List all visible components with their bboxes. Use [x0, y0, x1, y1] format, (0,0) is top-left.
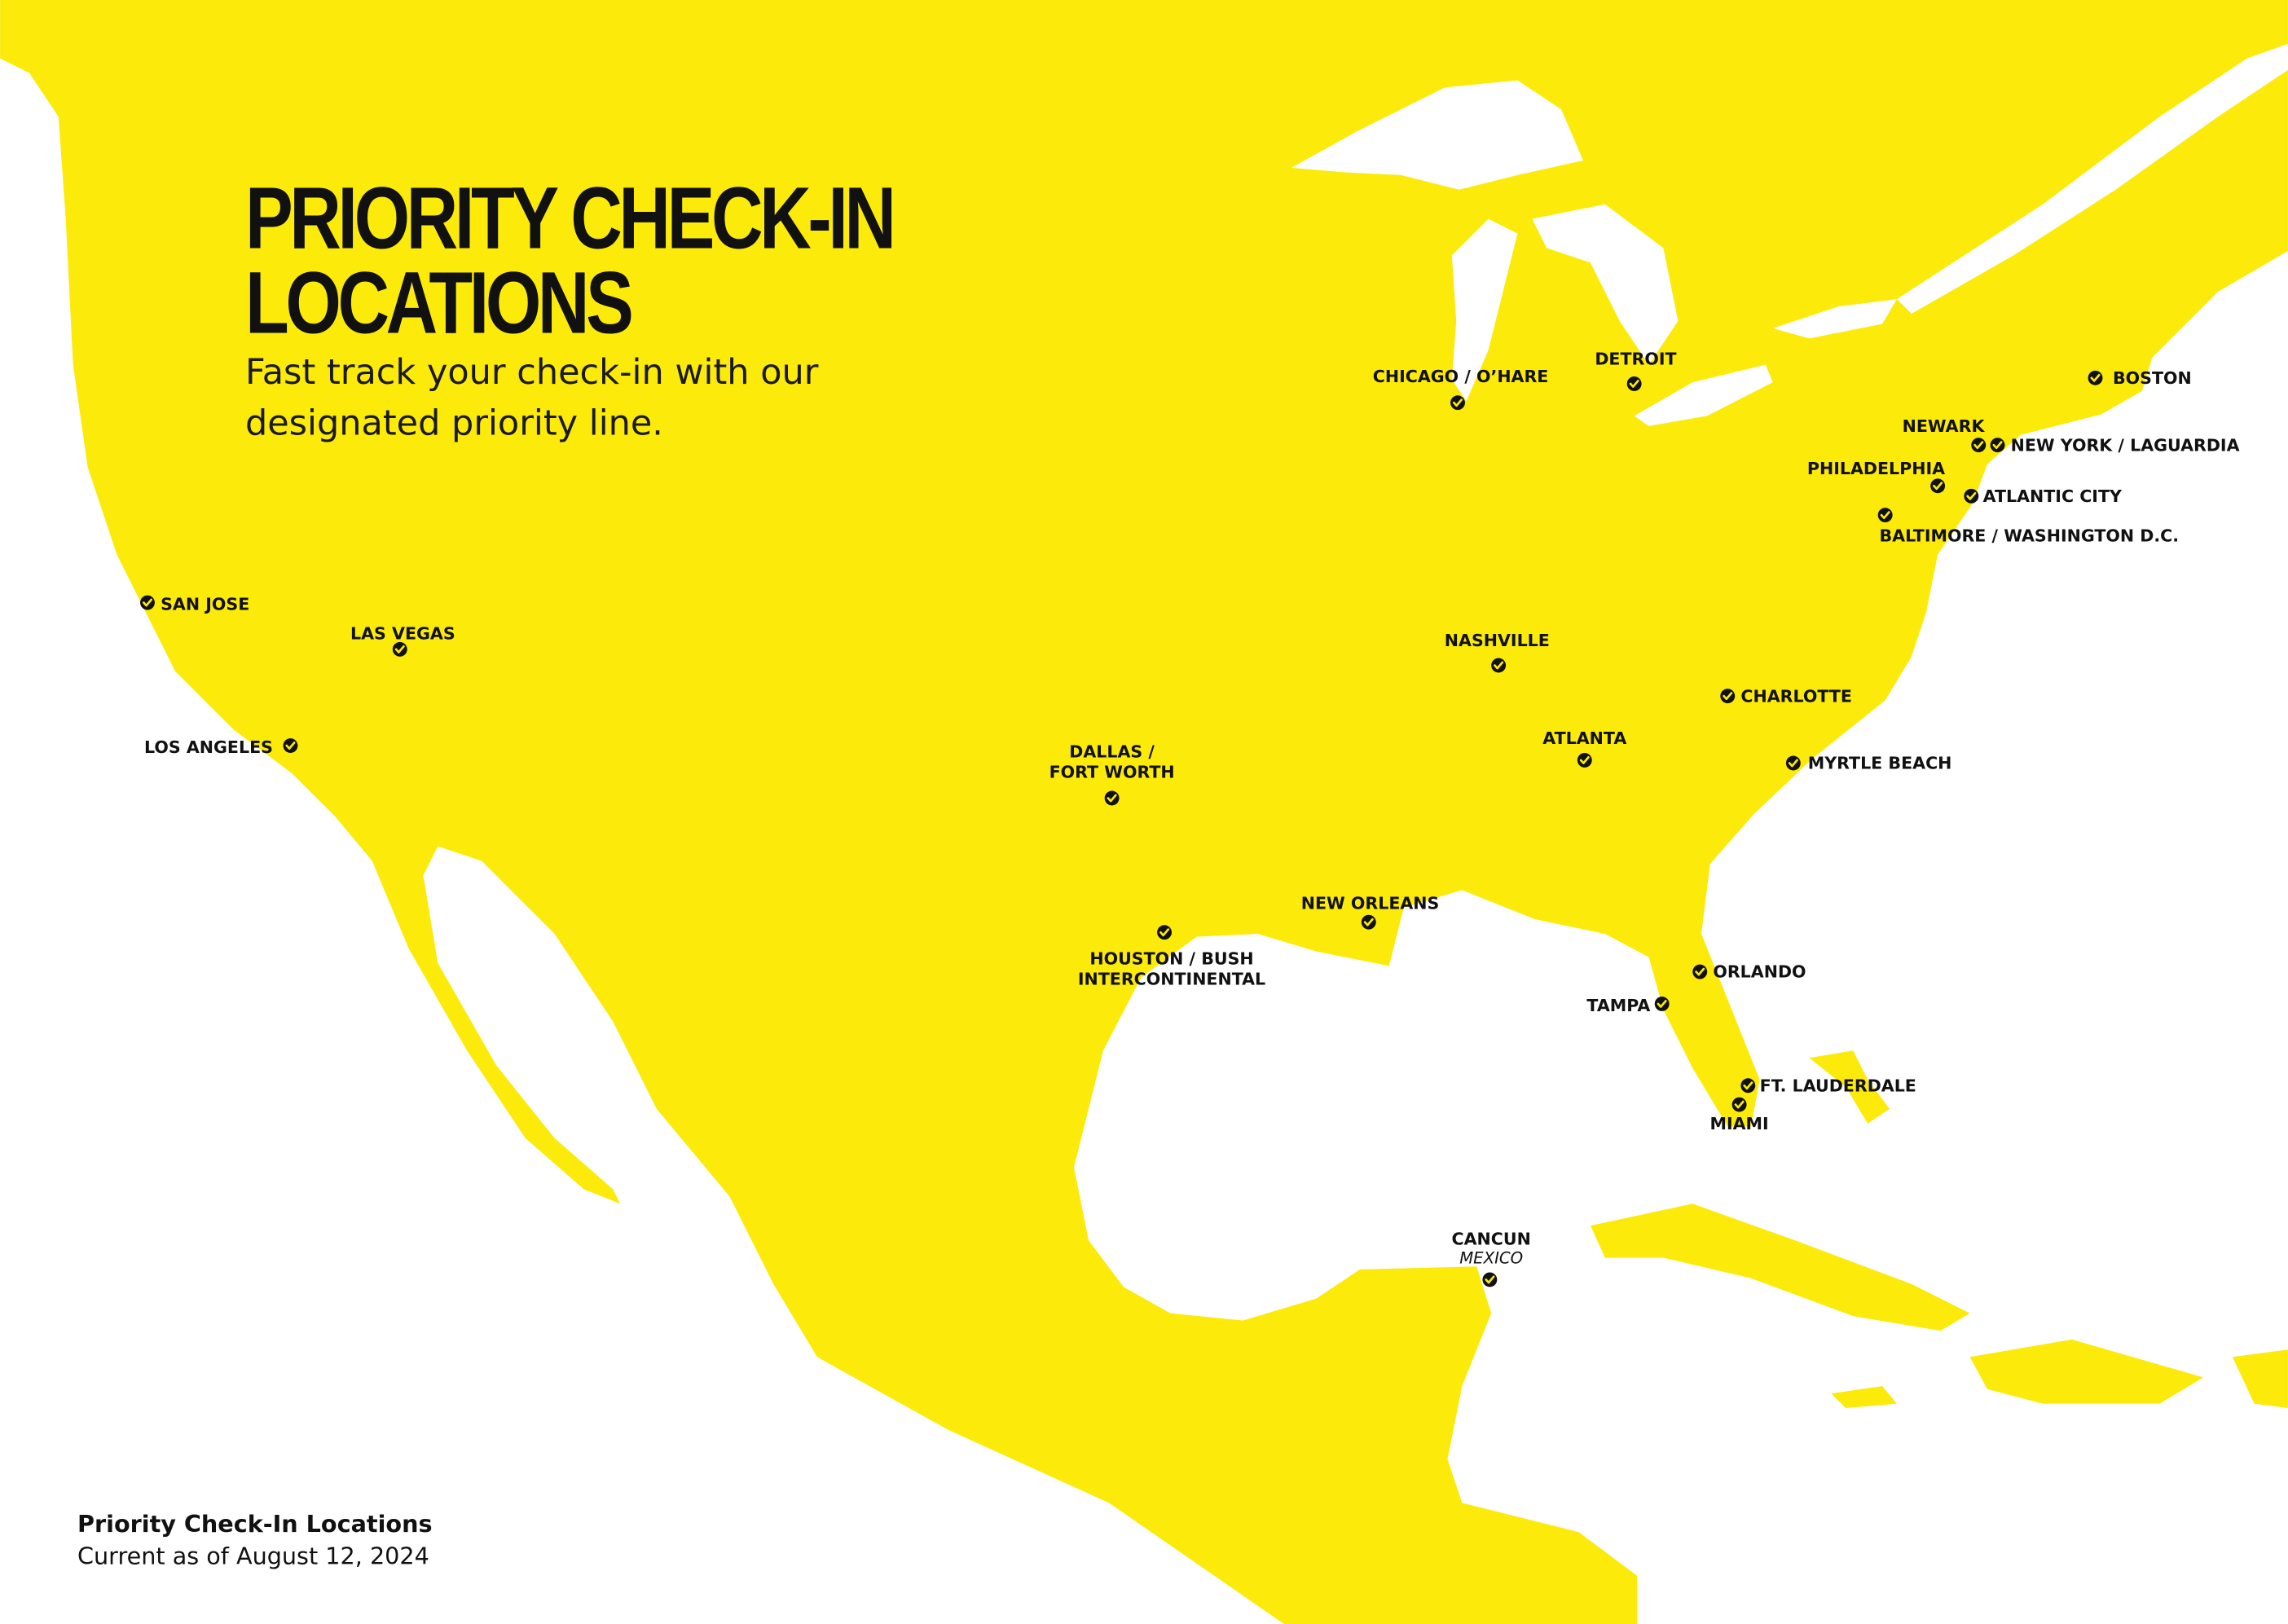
- location: PHILADELPHIA: [1807, 459, 1945, 494]
- location-label: FT. LAUDERDALE: [1760, 1076, 1916, 1095]
- location-label: MYRTLE BEACH: [1808, 754, 1952, 773]
- location-label: DALLAS /: [1069, 742, 1155, 761]
- location-label: ATLANTIC CITY: [1983, 486, 2123, 506]
- location-label: ORLANDO: [1713, 962, 1806, 982]
- location-label: INTERCONTINENTAL: [1078, 970, 1265, 989]
- location-label: CHARLOTTE: [1740, 686, 1852, 706]
- location-label: FORT WORTH: [1049, 762, 1175, 781]
- check-icon: [142, 598, 152, 607]
- location: BOSTON: [2088, 368, 2192, 388]
- lake: [1451, 218, 1518, 402]
- location: ORLANDO: [1692, 962, 1806, 982]
- check-icon: [1107, 794, 1117, 803]
- island: [1969, 1339, 2204, 1404]
- location: TAMPA: [1586, 996, 1670, 1015]
- subtitle: Fast track your check-in with our: [245, 352, 819, 393]
- check-icon: [1743, 1081, 1753, 1090]
- location: CHICAGO / O’HARE: [1373, 367, 1549, 411]
- location: SAN JOSE: [140, 594, 249, 614]
- lake: [1291, 80, 1583, 190]
- check-icon: [1579, 756, 1590, 764]
- location-label: LAS VEGAS: [350, 623, 455, 643]
- check-icon: [1452, 398, 1463, 407]
- check-icon: [1485, 1275, 1495, 1284]
- location: BALTIMORE / WASHINGTON D.C.: [1877, 508, 2179, 545]
- location: FT. LAUDERDALE: [1740, 1076, 1916, 1095]
- location-label: DETROIT: [1595, 350, 1676, 369]
- location-label: HOUSTON / BUSH: [1089, 949, 1253, 969]
- location-label: NEW ORLEANS: [1301, 894, 1440, 913]
- island: [1809, 1050, 1890, 1124]
- location-label: BOSTON: [2113, 368, 2192, 388]
- check-icon: [1695, 967, 1705, 976]
- location-label: ATLANTA: [1542, 728, 1626, 748]
- check-icon: [1880, 511, 1890, 520]
- footer-title: Priority Check-In Locations: [77, 1510, 432, 1538]
- location-label: TAMPA: [1586, 996, 1650, 1015]
- check-icon: [1933, 482, 1943, 491]
- title: LOCATIONS: [245, 253, 631, 351]
- location: NEWARK: [1903, 416, 1987, 453]
- location-label: MIAMI: [1709, 1114, 1768, 1133]
- location-label: NEW YORK / LAGUARDIA: [2011, 435, 2240, 455]
- check-icon: [1734, 1100, 1745, 1109]
- title: PRIORITY CHECK-IN: [245, 169, 893, 266]
- island: [1590, 1204, 1970, 1331]
- location: MIAMI: [1709, 1097, 1769, 1133]
- location: DALLAS /FORT WORTH: [1049, 742, 1175, 806]
- check-icon: [1629, 380, 1639, 388]
- location-label: NASHVILLE: [1445, 631, 1550, 650]
- location: NEW ORLEANS: [1301, 894, 1440, 930]
- check-icon: [285, 742, 296, 750]
- location: NASHVILLE: [1445, 631, 1550, 673]
- labels: PRIORITY CHECK-IN LOCATIONS Fast track y…: [77, 169, 2240, 1569]
- lake: [1772, 299, 1897, 339]
- river: [1896, 43, 2288, 314]
- location-label: NEWARK: [1903, 416, 1986, 436]
- check-icon: [2090, 373, 2101, 382]
- check-icon: [1788, 759, 1798, 768]
- location: MYRTLE BEACH: [1785, 754, 1952, 773]
- check-icon: [1723, 692, 1733, 701]
- location: ATLANTIC CITY: [1964, 486, 2123, 506]
- location-label: BALTIMORE / WASHINGTON D.C.: [1879, 526, 2179, 545]
- location: CHARLOTTE: [1720, 686, 1852, 706]
- check-icon: [394, 645, 405, 654]
- location: LAS VEGAS: [350, 623, 455, 657]
- check-icon: [1992, 441, 2003, 450]
- lake: [1634, 364, 1773, 426]
- location: NEW YORK / LAGUARDIA: [1990, 435, 2240, 455]
- location: LOS ANGELES: [144, 737, 298, 757]
- location-label: SAN JOSE: [161, 594, 249, 614]
- lake: [1532, 204, 1679, 365]
- check-icon: [1966, 491, 1977, 500]
- island: [2232, 1349, 2288, 1408]
- check-icon: [1159, 928, 1170, 937]
- location-label: LOS ANGELES: [144, 737, 273, 757]
- country-label: MEXICO: [1459, 1249, 1523, 1268]
- location-label: CANCUN: [1452, 1229, 1531, 1248]
- check-icon: [1494, 661, 1504, 670]
- location-label: CHICAGO / O’HARE: [1373, 367, 1549, 386]
- location: DETROIT: [1595, 350, 1677, 391]
- check-icon: [1363, 918, 1374, 926]
- check-icon: [1973, 441, 1984, 450]
- footer-date: Current as of August 12, 2024: [77, 1543, 429, 1570]
- subtitle: designated priority line.: [245, 403, 663, 444]
- check-icon: [1657, 1000, 1667, 1008]
- island: [1831, 1386, 1897, 1408]
- location-label: PHILADELPHIA: [1807, 459, 1945, 478]
- location: ATLANTA: [1542, 728, 1626, 768]
